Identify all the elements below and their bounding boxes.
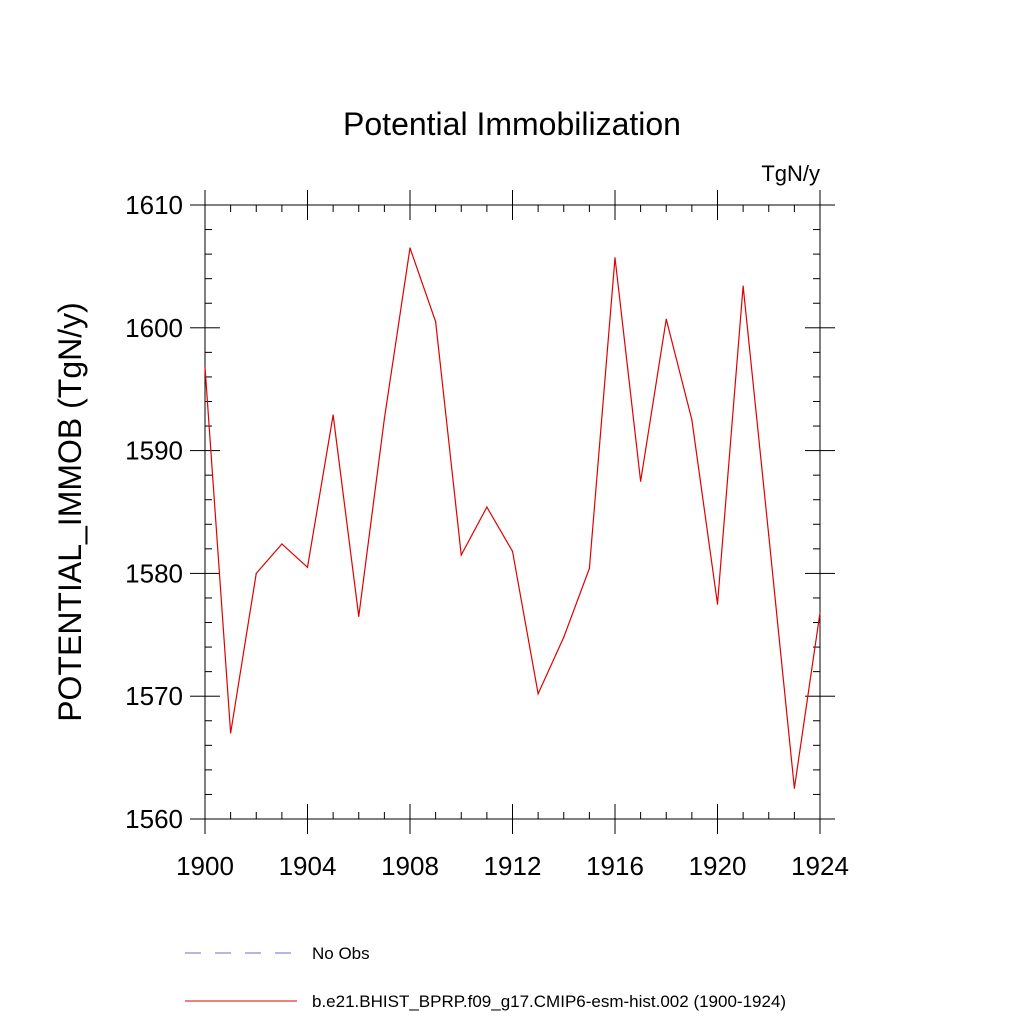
data-point xyxy=(255,572,257,575)
plot-frame xyxy=(204,204,821,820)
data-point xyxy=(819,612,821,614)
chart-title: Potential Immobilization xyxy=(343,106,681,142)
axis-ticks xyxy=(190,190,835,834)
data-point xyxy=(511,550,514,552)
y-tick-label: 1600 xyxy=(125,313,183,343)
data-point xyxy=(332,414,334,416)
x-tick-label: 1908 xyxy=(381,851,439,881)
series-line xyxy=(204,247,821,789)
data-point xyxy=(281,543,283,545)
data-point xyxy=(768,534,770,536)
data-point xyxy=(665,318,667,320)
data-point xyxy=(460,554,462,556)
legend: No Obs b.e21.BHIST_BPRP.f09_g17.CMIP6-es… xyxy=(185,944,786,1011)
data-point xyxy=(588,567,590,570)
data-point xyxy=(563,636,565,638)
y-tick-label: 1610 xyxy=(125,190,183,220)
data-point xyxy=(614,257,616,259)
data-point xyxy=(640,480,642,482)
y-tick-label: 1570 xyxy=(125,681,183,711)
y-axis-label: POTENTIAL_IMMOB (TgN/y) xyxy=(52,302,88,722)
data-point xyxy=(306,566,309,568)
data-point xyxy=(486,506,488,508)
tick-labels: 1900 1904 1908 1912 1916 1920 1924 1560 1570 1580… xyxy=(125,190,849,881)
x-tick-label: 1916 xyxy=(586,851,644,881)
x-tick-label: 1912 xyxy=(484,851,542,881)
legend-label-no-obs: No Obs xyxy=(312,944,370,963)
x-tick-label: 1924 xyxy=(791,851,849,881)
data-point xyxy=(230,732,232,734)
data-point xyxy=(537,693,539,695)
data-point xyxy=(742,285,744,287)
data-point xyxy=(691,419,693,421)
x-tick-label: 1900 xyxy=(176,851,234,881)
data-point xyxy=(716,603,719,605)
x-tick-label: 1904 xyxy=(279,851,337,881)
legend-label-model: b.e21.BHIST_BPRP.f09_g17.CMIP6-esm-hist.… xyxy=(312,992,786,1011)
series-lines xyxy=(204,247,821,789)
data-point xyxy=(383,418,385,420)
data-point xyxy=(435,321,437,323)
data-point xyxy=(204,366,206,368)
data-point xyxy=(409,247,411,249)
y-tick-label: 1560 xyxy=(125,804,183,834)
data-point xyxy=(358,615,360,617)
x-tick-label: 1920 xyxy=(689,851,747,881)
units-label: TgN/y xyxy=(761,161,820,186)
data-point xyxy=(793,787,795,789)
y-tick-label: 1580 xyxy=(125,558,183,588)
y-tick-label: 1590 xyxy=(125,436,183,466)
